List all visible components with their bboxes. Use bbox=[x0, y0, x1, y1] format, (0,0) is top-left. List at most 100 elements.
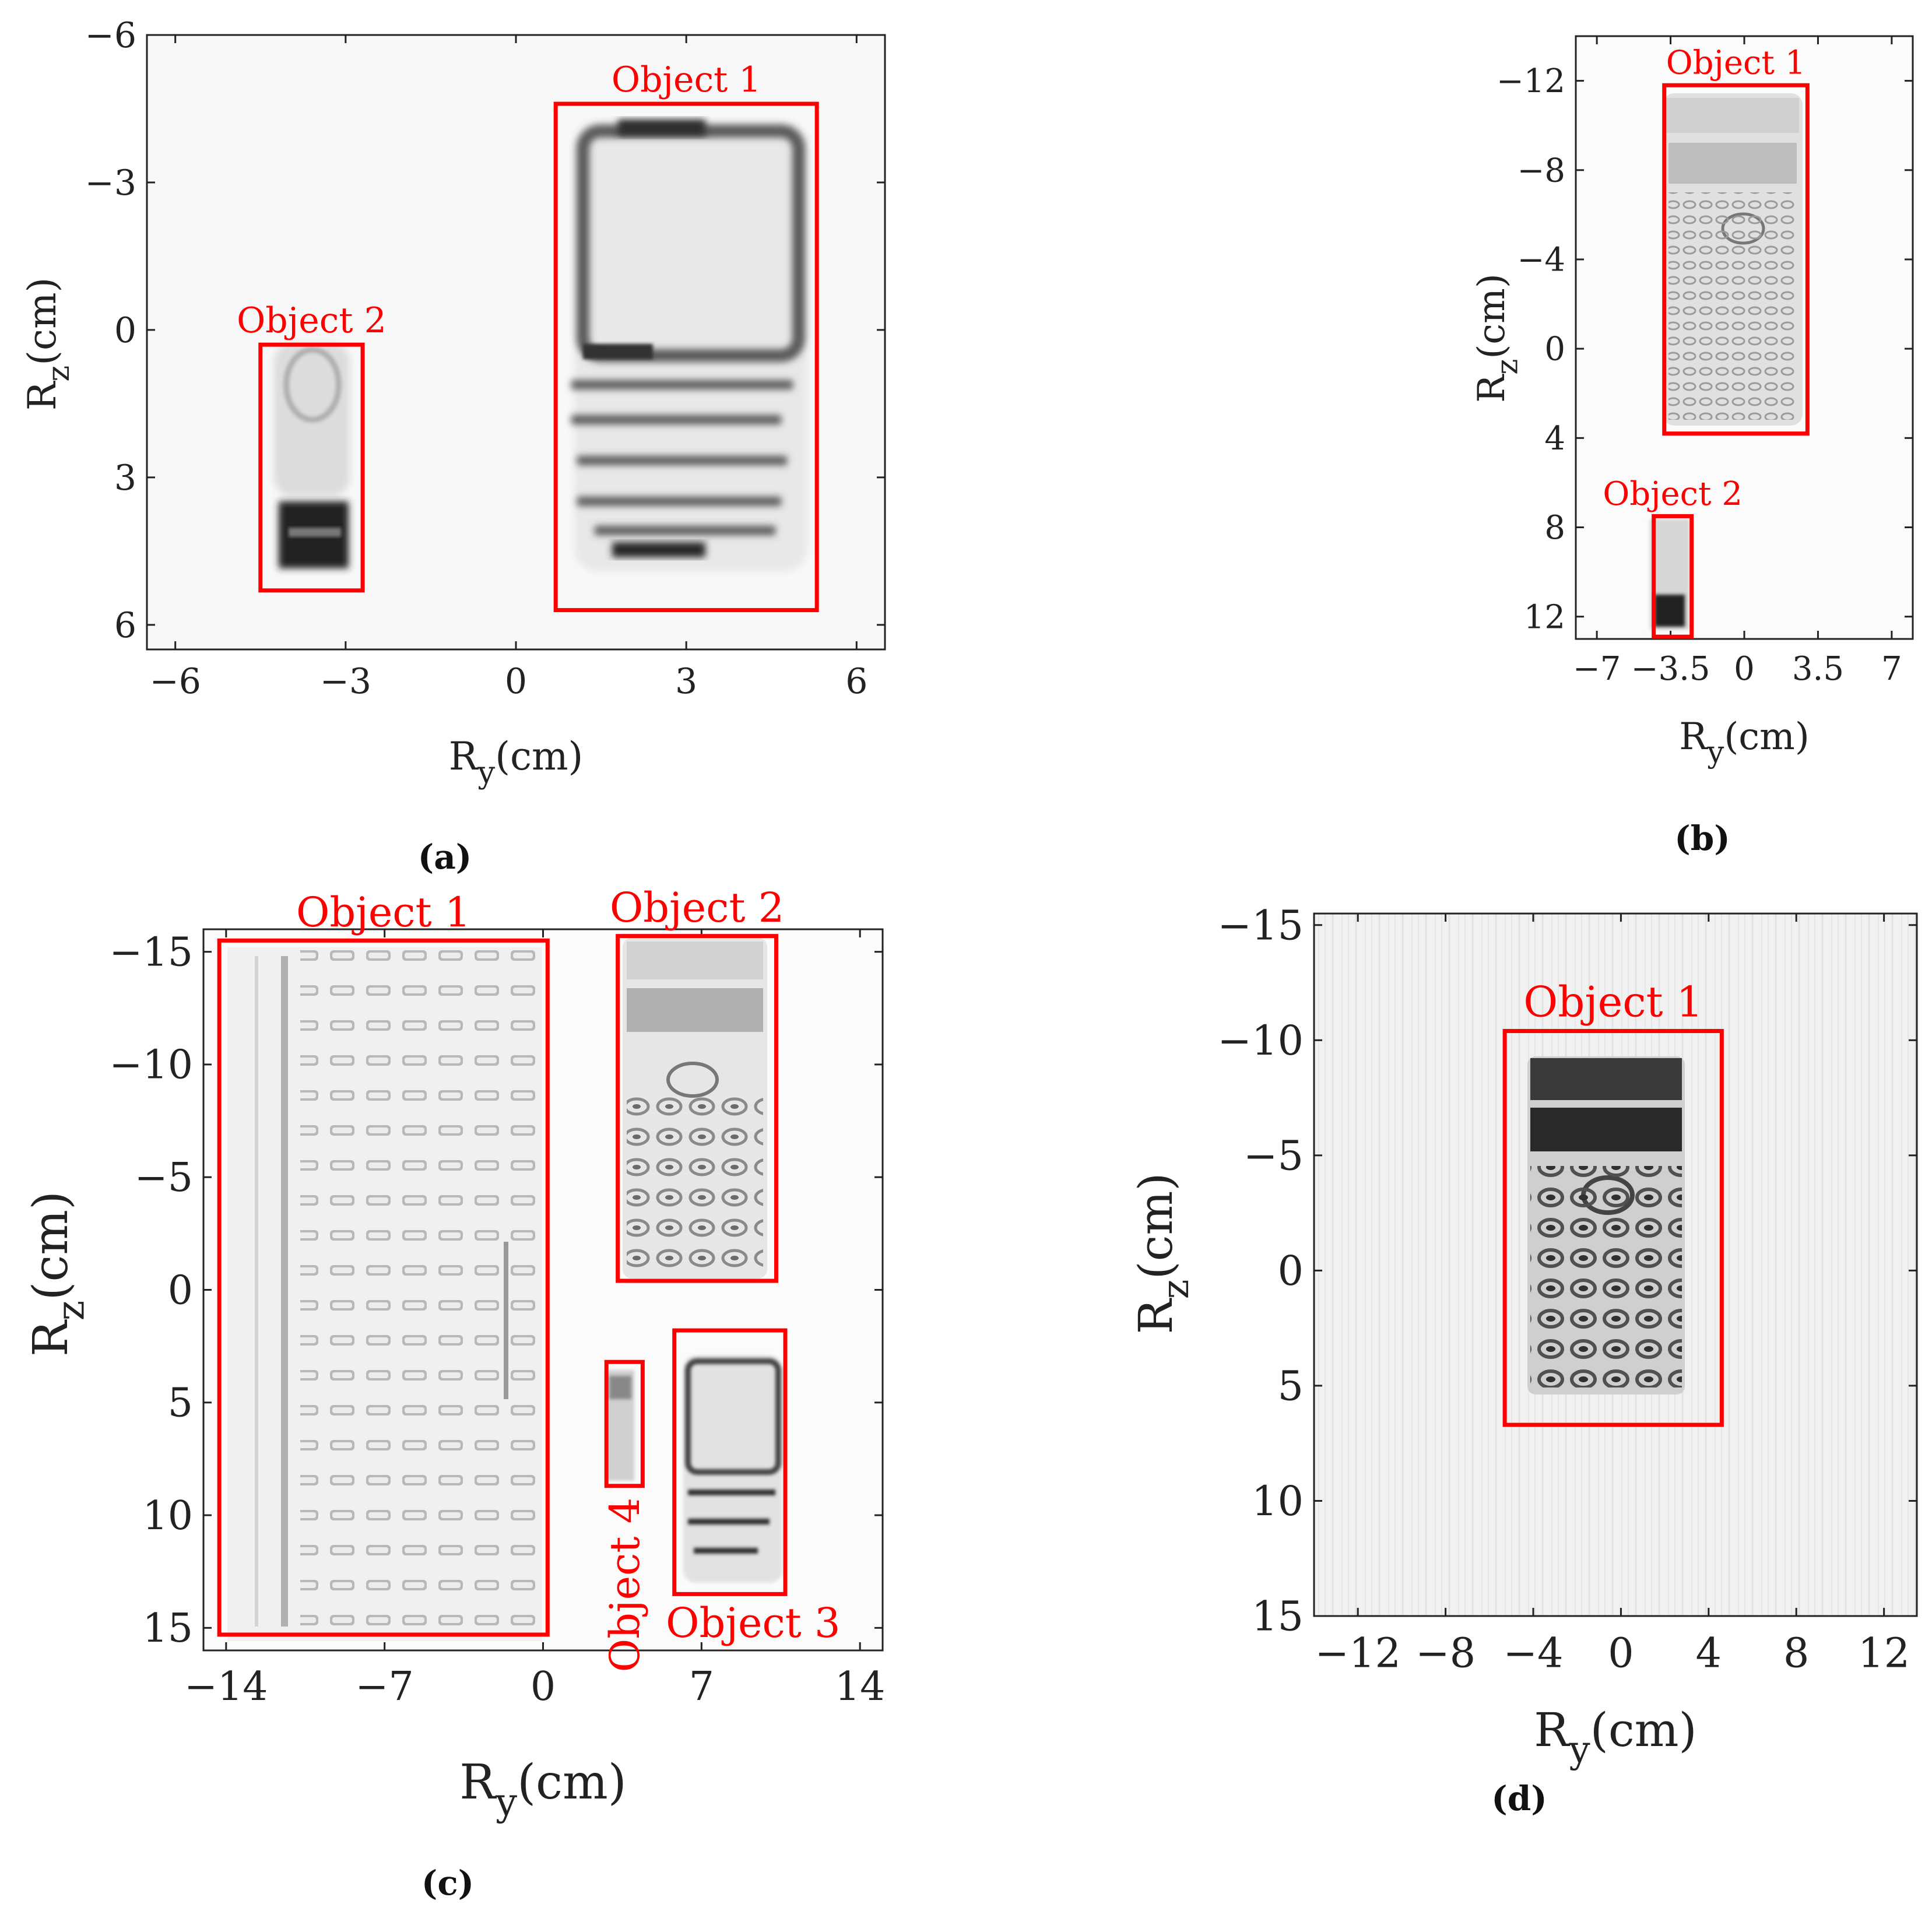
panel-a-caption: (a) bbox=[418, 837, 472, 877]
panel-a-object-2-label: Object 2 bbox=[237, 300, 387, 341]
y-tick-label: 8 bbox=[1544, 509, 1565, 547]
x-tick-label: 0 bbox=[531, 1664, 556, 1710]
panel-c-object-2-label: Object 2 bbox=[610, 884, 784, 932]
x-tick-label: −7 bbox=[1573, 650, 1621, 688]
x-tick-label: 3 bbox=[675, 661, 697, 702]
x-tick-label: 14 bbox=[835, 1664, 886, 1710]
panel-b-object-1-box bbox=[1662, 83, 1810, 436]
y-tick-label: 15 bbox=[1252, 1593, 1304, 1641]
panel-d-object-1-image bbox=[1527, 1056, 1685, 1394]
panel-c-object-1-box bbox=[217, 938, 550, 1637]
y-label-main: R bbox=[23, 1319, 79, 1357]
panel-c-object-4-box bbox=[604, 1360, 645, 1488]
x-tick-label: 8 bbox=[1783, 1629, 1810, 1677]
y-tick-label: −10 bbox=[109, 1042, 193, 1088]
panel-d-object-1-box bbox=[1502, 1028, 1724, 1427]
panel-b bbox=[1576, 36, 1913, 639]
y-tick-label: 3 bbox=[114, 458, 136, 498]
x-tick-label: 0 bbox=[505, 661, 527, 702]
panel-a-object-2-box bbox=[258, 342, 365, 593]
x-tick-label: 0 bbox=[1608, 1629, 1634, 1677]
y-label-unit: (cm) bbox=[1470, 273, 1513, 359]
panel-c-object-4-label: Object 4 bbox=[601, 1498, 649, 1672]
y-label-main: R bbox=[20, 380, 65, 410]
panel-c-y-axis-label: Rz(cm) bbox=[23, 1191, 93, 1357]
x-tick-label: 6 bbox=[845, 661, 867, 702]
y-tick-label: 12 bbox=[1524, 598, 1565, 636]
y-tick-label: 10 bbox=[142, 1493, 193, 1539]
panel-d-y-axis-label: Rz(cm) bbox=[1129, 1172, 1197, 1334]
panel-d-axes-frame bbox=[1313, 912, 1918, 1617]
x-label-unit: (cm) bbox=[1590, 1703, 1697, 1757]
y-tick-label: 5 bbox=[168, 1380, 193, 1427]
x-label-main: R bbox=[1679, 715, 1708, 758]
panel-b-object-2-box bbox=[1652, 514, 1694, 639]
y-tick-label: −12 bbox=[1497, 62, 1565, 100]
x-label-sub: y bbox=[477, 755, 495, 791]
x-label-main: R bbox=[459, 1755, 497, 1810]
y-tick-label: 10 bbox=[1252, 1477, 1304, 1525]
panel-c-object-3-label: Object 3 bbox=[666, 1599, 840, 1647]
x-label-sub: y bbox=[1706, 735, 1724, 770]
x-tick-label: −14 bbox=[184, 1664, 268, 1710]
y-label-main: R bbox=[1470, 374, 1513, 403]
x-tick-label: 4 bbox=[1696, 1629, 1722, 1677]
x-label-unit: (cm) bbox=[517, 1755, 627, 1810]
y-tick-label: 0 bbox=[1544, 331, 1565, 368]
y-tick-label: −3 bbox=[85, 163, 136, 203]
panel-c-object-3-image bbox=[683, 1355, 782, 1583]
y-label-unit: (cm) bbox=[20, 277, 65, 366]
y-tick-label: −6 bbox=[85, 15, 136, 56]
panel-d-caption: (d) bbox=[1491, 1779, 1547, 1818]
x-tick-label: −4 bbox=[1503, 1629, 1563, 1677]
panel-b-object-2-image bbox=[1650, 519, 1689, 630]
x-tick-label: −12 bbox=[1315, 1629, 1401, 1677]
panel-c-caption: (c) bbox=[421, 1863, 474, 1903]
y-label-main: R bbox=[1129, 1298, 1183, 1334]
panel-c-object-4-image bbox=[606, 1370, 634, 1481]
y-tick-label: 5 bbox=[1277, 1362, 1304, 1410]
x-label-main: R bbox=[1534, 1703, 1571, 1757]
x-label-unit: (cm) bbox=[495, 734, 583, 779]
y-tick-label: 0 bbox=[1277, 1247, 1304, 1295]
panel-b-object-1-label: Object 1 bbox=[1666, 44, 1806, 82]
panel-a-object-1-box bbox=[553, 101, 819, 613]
panel-d-axes: −12 −8 −4 0 4 8 12−15−10−5051015Ry(cm)Rz(cm)Ob… bbox=[1129, 901, 1918, 1818]
x-label-sub: y bbox=[495, 1780, 517, 1825]
x-tick-label: 7 bbox=[689, 1664, 714, 1710]
y-label-sub: z bbox=[1154, 1280, 1197, 1299]
panel-c-object-1-label: Object 1 bbox=[296, 888, 470, 936]
y-tick-label: −15 bbox=[109, 929, 193, 975]
x-tick-label: 0 bbox=[1734, 650, 1755, 688]
y-label-sub: z bbox=[1490, 359, 1524, 375]
y-tick-label: 0 bbox=[114, 310, 136, 351]
panel-d-object-1-label: Object 1 bbox=[1523, 977, 1703, 1026]
y-tick-label: 4 bbox=[1544, 420, 1565, 458]
panel-b-object-1-image bbox=[1663, 93, 1803, 426]
panel-b-axes: −7 −3.5 0 3.5 7 −12 −8 −4 0 4 8 12 Ry (cm)Rz(cm) Objec… bbox=[1470, 35, 1914, 858]
panel-a-object-2-image bbox=[274, 344, 350, 568]
y-tick-label: −8 bbox=[1517, 152, 1565, 189]
y-label-sub: z bbox=[41, 366, 76, 382]
y-label-unit: (cm) bbox=[1129, 1172, 1183, 1279]
panel-c-x-axis-label: Ry(cm) bbox=[459, 1755, 626, 1825]
panel-c-object-2-image bbox=[623, 937, 767, 1278]
panel-a-y-axis-label: Rz(cm) bbox=[20, 277, 76, 411]
panel-b-y-axis-label: Rz(cm) bbox=[1470, 273, 1524, 403]
x-tick-label: 3.5 bbox=[1792, 650, 1844, 688]
panel-b-caption: (b) bbox=[1674, 819, 1730, 858]
x-tick-label: −3.5 bbox=[1631, 650, 1710, 688]
y-tick-label: 0 bbox=[168, 1267, 193, 1313]
panel-c-object-3-box bbox=[672, 1328, 788, 1596]
panel-c-object-2-box bbox=[616, 934, 778, 1283]
y-tick-label: −5 bbox=[135, 1155, 193, 1201]
panel-a-object-1-image bbox=[571, 120, 807, 571]
panel-a bbox=[147, 35, 885, 649]
x-tick-label: 7 bbox=[1881, 650, 1902, 688]
panel-b-object-2-label: Object 2 bbox=[1603, 475, 1743, 513]
y-tick-label: −10 bbox=[1217, 1017, 1304, 1065]
y-tick-label: −4 bbox=[1517, 241, 1565, 279]
panel-c-axes: −14 −7 0 7 14−15−10−5051015Ry(cm)Rz(cm)Objec… bbox=[23, 884, 885, 1903]
